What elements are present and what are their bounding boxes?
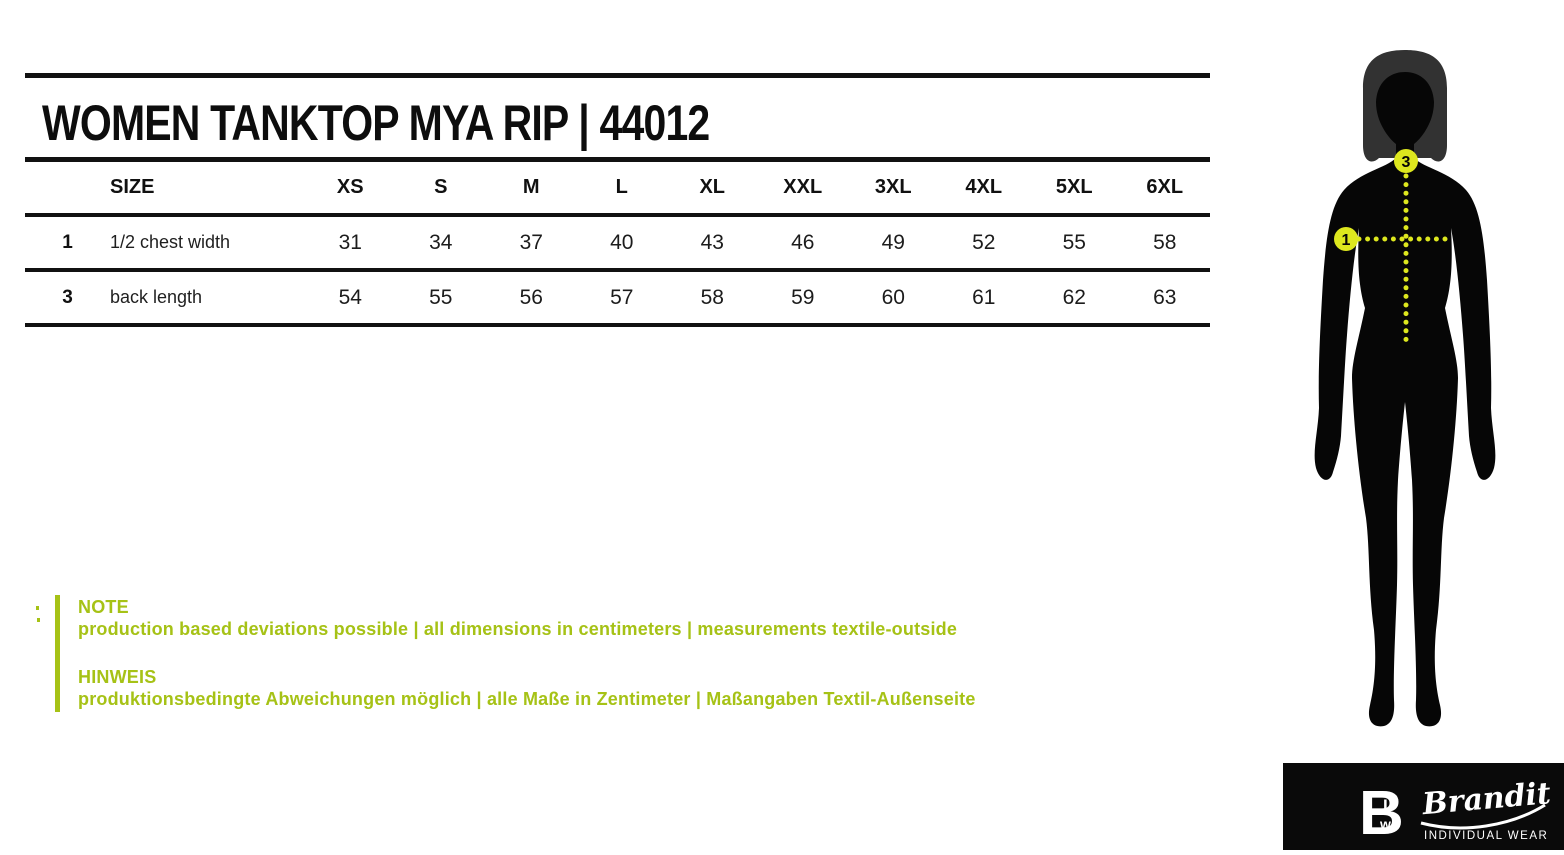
row-marker-number: 1: [62, 231, 73, 253]
brand-underline-swoosh: [1420, 803, 1546, 830]
cell-value: 31: [338, 230, 362, 254]
marker-chest-number: 1: [1342, 232, 1351, 249]
cell-value: 60: [881, 285, 905, 309]
cell-value: 57: [610, 285, 634, 309]
page-title: WOMEN TANKTOP MYA RIP | 44012: [42, 95, 710, 151]
cell-value: 56: [519, 285, 543, 309]
cell-value: 37: [519, 230, 543, 254]
figure-face: [1376, 72, 1434, 150]
note-accent-bar: [55, 595, 60, 712]
cell-value: 59: [791, 285, 815, 309]
note-body-en: production based deviations possible | a…: [78, 619, 958, 639]
marker-badge-chest: 1: [1334, 227, 1358, 251]
row-measure-label: back length: [110, 287, 203, 307]
figure-body: [1314, 132, 1496, 727]
header-col-s: S: [434, 176, 448, 198]
header-col-xl: XL: [699, 176, 726, 198]
brand-tagline: INDIVIDUAL WEAR: [1424, 830, 1548, 842]
cell-value: 43: [700, 230, 724, 254]
cell-value: 40: [610, 230, 634, 254]
size-table: SIZE XS S M L XL XXL 3XL 4XL 5XL 6XL 1 1…: [25, 162, 1210, 327]
table-top-rule: [25, 157, 1210, 162]
header-size-label: SIZE: [110, 176, 155, 198]
cell-value: 55: [1062, 230, 1086, 254]
row-measure-label: 1/2 chest width: [110, 232, 231, 252]
cell-value: 63: [1153, 285, 1177, 309]
marker-back-number: 3: [1402, 154, 1411, 171]
brand-name-script: Brandit: [1420, 776, 1552, 822]
header-col-3xl: 3XL: [874, 176, 912, 198]
note-body-de: produktionsbedingte Abweichungen möglich…: [78, 689, 976, 709]
note-title-en: NOTE: [78, 597, 129, 617]
cell-value: 49: [881, 230, 905, 254]
table-row: 1 1/2 chest width 31 34 37 40 43 46 49 5…: [25, 217, 1210, 272]
stray-mark: [37, 618, 40, 622]
cell-value: 55: [429, 285, 453, 309]
brand-bar: B I w Brandit INDIVIDUAL WEAR: [1283, 763, 1564, 850]
brand-logo-b: B: [1359, 779, 1404, 848]
cell-value: 34: [429, 230, 453, 254]
measurement-figure: 3 1: [1314, 50, 1496, 727]
cell-value: 58: [1153, 230, 1177, 254]
brand-logo-w: w: [1379, 816, 1391, 832]
cell-value: 52: [972, 230, 996, 254]
header-col-m: M: [522, 176, 540, 198]
header-col-xs: XS: [336, 176, 364, 198]
header-col-6xl: 6XL: [1146, 176, 1184, 198]
cell-value: 61: [972, 285, 996, 309]
cell-value: 62: [1062, 285, 1086, 309]
table-row: 3 back length 54 55 56 57 58 59 60 61 62…: [25, 272, 1210, 327]
title-top-rule: [25, 73, 1210, 78]
cell-value: 46: [791, 230, 815, 254]
row-marker-number: 3: [62, 286, 73, 308]
cell-value: 54: [338, 285, 362, 309]
header-col-4xl: 4XL: [965, 176, 1003, 198]
header-col-xxl: XXL: [783, 176, 823, 198]
brand-logo: B I w Brandit INDIVIDUAL WEAR: [1359, 776, 1552, 848]
cell-value: 58: [700, 285, 724, 309]
header-col-5xl: 5XL: [1055, 176, 1093, 198]
size-table-header-row: SIZE XS S M L XL XXL 3XL 4XL 5XL 6XL: [25, 162, 1210, 217]
note-title-de: HINWEIS: [78, 667, 157, 687]
brand-logo-i: I: [1383, 796, 1388, 815]
marker-badge-back: 3: [1394, 149, 1418, 173]
header-col-l: L: [615, 176, 628, 198]
stray-mark: [36, 606, 39, 610]
